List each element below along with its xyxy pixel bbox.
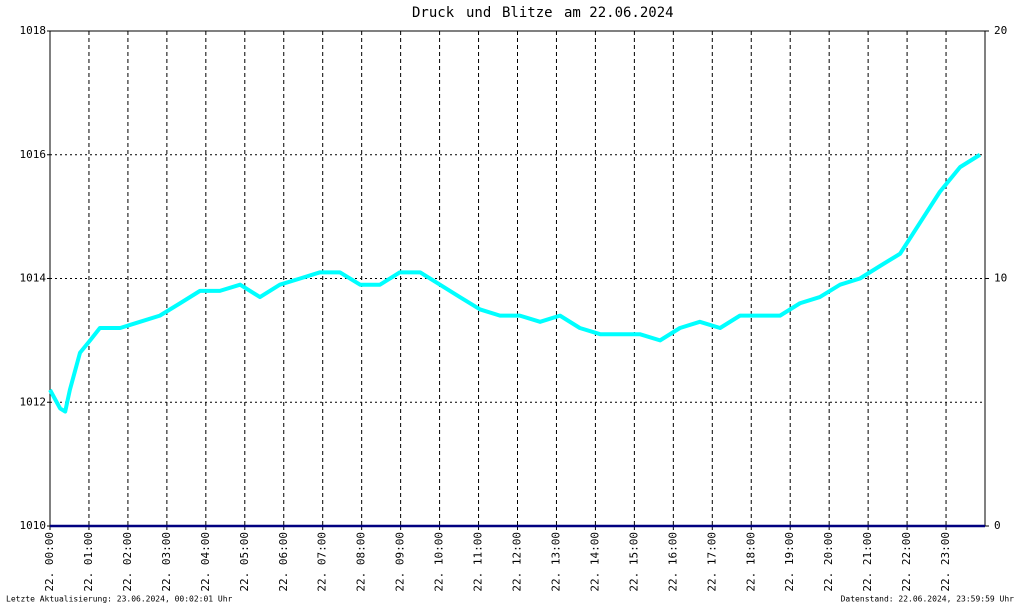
x-tick-label: 22. 16:00	[666, 532, 679, 592]
title-blitze: Blitze	[502, 5, 553, 21]
x-tick-label: 22. 07:00	[316, 532, 329, 592]
x-tick-label: 22. 17:00	[705, 532, 718, 592]
x-tick-label: 22. 00:00	[43, 532, 56, 592]
x-tick-label: 22. 01:00	[82, 532, 95, 592]
y-tick-label: 1018	[20, 24, 47, 37]
x-tick-label: 22. 11:00	[472, 532, 485, 592]
x-tick-label: 22. 03:00	[160, 532, 173, 592]
x-tick-label: 22. 04:00	[199, 532, 212, 592]
x-tick-label: 22. 08:00	[355, 532, 368, 592]
x-tick-label: 22. 10:00	[433, 532, 446, 592]
x-tick-label: 22. 21:00	[861, 532, 874, 592]
y2-tick-label: 0	[994, 519, 1001, 532]
x-tick-label: 22. 06:00	[277, 532, 290, 592]
x-tick-label: 22. 14:00	[588, 532, 601, 592]
y-tick-label: 1012	[20, 395, 47, 408]
y-tick-label: 1014	[20, 272, 47, 285]
x-tick-label: 22. 18:00	[744, 532, 757, 592]
x-tick-label: 22. 12:00	[511, 532, 524, 592]
y2-tick-label: 10	[994, 272, 1007, 285]
y2-tick-label: 20	[994, 24, 1007, 37]
y-tick-label: 1016	[20, 148, 47, 161]
footer-left: Letzte Aktualisierung: 23.06.2024, 00:02…	[6, 595, 233, 604]
title-druck: Druck	[412, 5, 455, 21]
x-tick-label: 22. 19:00	[783, 532, 796, 592]
series-line	[48, 153, 981, 414]
x-tick-label: 22. 23:00	[939, 532, 952, 592]
x-tick-label: 22. 22:00	[900, 532, 913, 592]
x-tick-label: 22. 20:00	[822, 532, 835, 592]
x-tick-label: 22. 02:00	[121, 532, 134, 592]
x-tick-label: 22. 15:00	[627, 532, 640, 592]
footer-right: Datenstand: 22.06.2024, 23:59:59 Uhr	[841, 595, 1015, 604]
y-tick-label: 1010	[20, 519, 47, 532]
title-connector: und	[466, 5, 491, 21]
x-tick-label: 22. 13:00	[549, 532, 562, 592]
x-tick-label: 22. 09:00	[394, 532, 407, 592]
x-tick-label: 22. 05:00	[238, 532, 251, 592]
title-suffix: am 22.06.2024	[564, 5, 674, 21]
